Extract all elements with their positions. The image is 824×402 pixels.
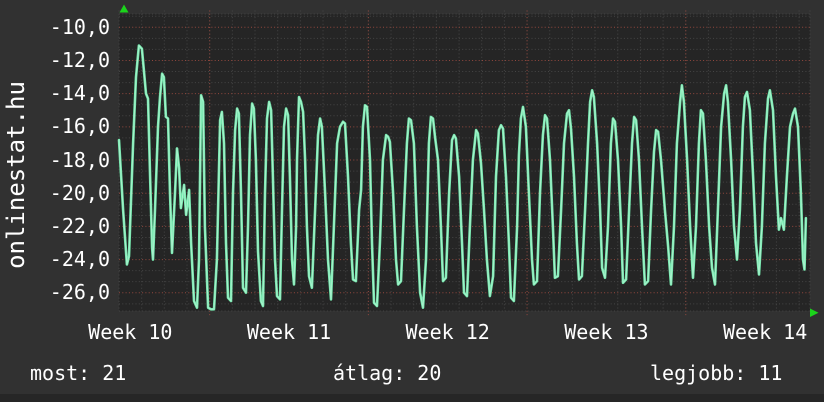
- y-tick-label: -26,0: [49, 280, 110, 305]
- chart-line-highlight: [118, 45, 807, 310]
- y-tick-label: -10,0: [49, 14, 110, 39]
- y-tick-label: -22,0: [49, 213, 110, 238]
- x-tick-label: Week 14: [722, 320, 808, 344]
- y-tick-label: -12,0: [49, 47, 110, 72]
- y-tick-label: -20,0: [49, 180, 110, 205]
- x-tick-label: Week 12: [405, 320, 490, 344]
- y-tick-label: -16,0: [49, 114, 110, 139]
- site-label: onlinestat.hu: [2, 81, 30, 269]
- stat-most: most: 21: [30, 361, 127, 385]
- x-tick-label: Week 10: [88, 320, 173, 344]
- y-tick-label: -18,0: [49, 147, 110, 172]
- bottom-strip: [0, 394, 824, 402]
- stat-atlag: átlag: 20: [333, 361, 442, 385]
- right-triangle-marker: [810, 308, 819, 317]
- x-tick-label: Week 11: [246, 320, 332, 344]
- y-tick-label: -14,0: [49, 81, 110, 106]
- x-tick-label: Week 13: [564, 320, 649, 344]
- stat-legjobb: legjobb: 11: [650, 361, 783, 385]
- up-triangle-marker: [119, 4, 129, 13]
- y-tick-label: -24,0: [49, 247, 110, 272]
